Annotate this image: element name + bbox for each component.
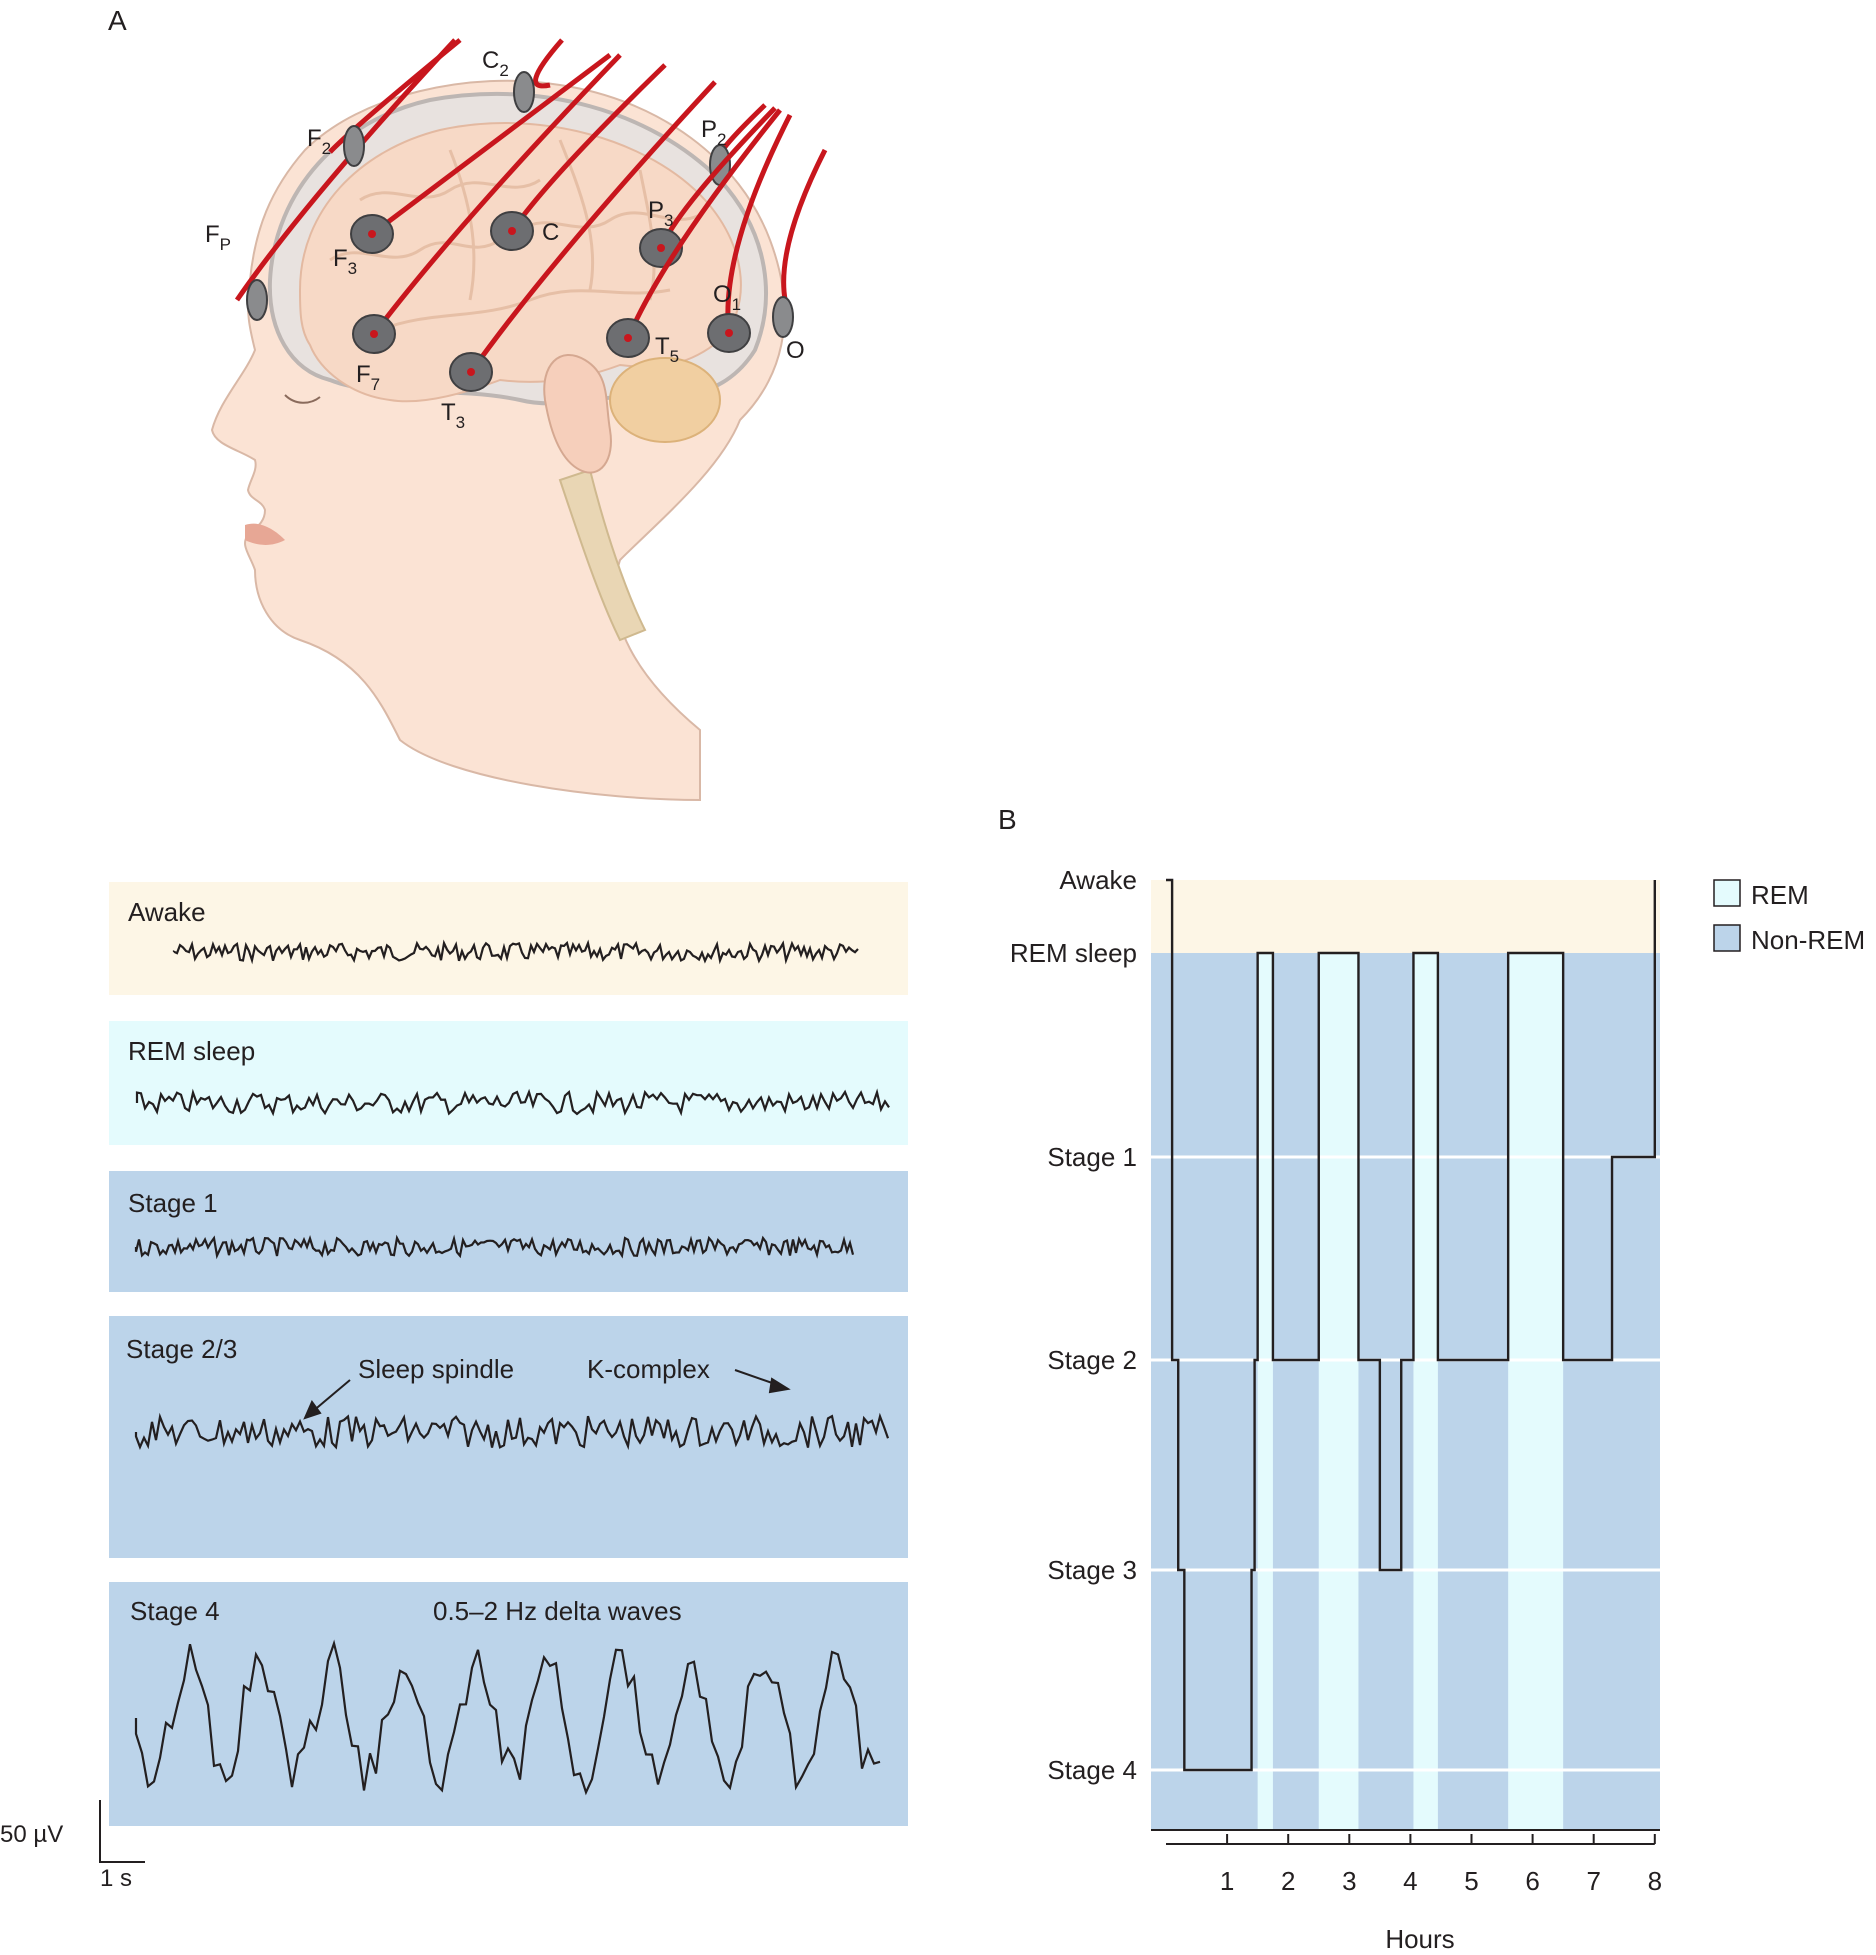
waveform-stage1 bbox=[134, 1234, 855, 1260]
x-tick-label: 7 bbox=[1586, 1866, 1600, 1896]
electrode-f7-contact bbox=[370, 330, 378, 338]
electrode-label-c2: C2 bbox=[482, 47, 509, 80]
electrode-f2 bbox=[343, 125, 365, 167]
x-tick-label: 3 bbox=[1342, 1866, 1356, 1896]
panel-b-label: B bbox=[998, 804, 1017, 835]
y-tick-label: Stage 3 bbox=[1047, 1555, 1137, 1585]
legend-swatch-non-rem bbox=[1713, 924, 1741, 952]
scale-bar-amplitude: 50 µV bbox=[0, 1821, 63, 1848]
y-tick-label: Stage 4 bbox=[1047, 1755, 1137, 1785]
electrode-wire-f7 bbox=[372, 53, 622, 336]
annotation-k-complex: K-complex bbox=[587, 1354, 710, 1384]
electrode-label-f3: F3 bbox=[333, 245, 357, 278]
hypnogram-legend: REM Non-REM bbox=[1713, 879, 1865, 955]
rem-period bbox=[1508, 953, 1564, 1830]
electrode-label-c: C bbox=[542, 219, 559, 246]
scale-bar-lines bbox=[99, 1800, 145, 1863]
scale-bar-time: 1 s bbox=[100, 1865, 132, 1892]
legend-label-non-rem: Non-REM bbox=[1751, 925, 1865, 955]
eeg-waveforms bbox=[134, 939, 890, 1796]
electrode-label-t5: T5 bbox=[655, 333, 679, 366]
waveform-stage4 bbox=[134, 1639, 881, 1796]
electrode-o bbox=[772, 296, 794, 338]
closed-eye bbox=[284, 394, 321, 404]
rem-period bbox=[1413, 953, 1438, 1830]
x-tick-label: 5 bbox=[1464, 1866, 1478, 1896]
x-axis-title: Hours bbox=[1385, 1924, 1454, 1954]
electrode-labels: FP F2 C2 P2 F3 C P3 O1 O F7 T3 T5 bbox=[205, 47, 805, 432]
electrodes bbox=[234, 38, 828, 392]
electrode-t5-contact bbox=[624, 334, 632, 342]
electrode-label-p3: P3 bbox=[648, 197, 673, 230]
x-tick-label: 8 bbox=[1648, 1866, 1662, 1896]
electrode-wire-t3 bbox=[468, 80, 717, 374]
trace-label-stage4: Stage 4 bbox=[130, 1596, 220, 1626]
lips bbox=[245, 523, 285, 545]
legend-swatch-rem bbox=[1713, 879, 1741, 907]
eeg-trace-labels: Awake REM sleep Stage 1 Stage 2/3 Stage … bbox=[126, 897, 710, 1626]
electrode-label-t3: T3 bbox=[441, 399, 465, 432]
annotation-arrows bbox=[303, 1369, 791, 1420]
spinal-cord bbox=[558, 468, 647, 642]
arrow-sleep-spindle bbox=[311, 1379, 351, 1413]
arrowhead-k-complex bbox=[768, 1377, 791, 1394]
trace-box-rem bbox=[109, 1021, 908, 1145]
y-tick-label: Awake bbox=[1059, 865, 1137, 895]
electrode-t3-contact bbox=[467, 368, 475, 376]
brain-folds bbox=[329, 139, 701, 332]
arrowhead-sleep-spindle bbox=[303, 1400, 322, 1420]
trace-box-awake bbox=[109, 882, 908, 995]
trace-label-awake: Awake bbox=[128, 897, 206, 927]
hypnogram-chart: Awake REM sleep Stage 1 Stage 2 Stage 3 Stage… bbox=[1010, 865, 1662, 1896]
trace-label-stage1: Stage 1 bbox=[128, 1188, 218, 1218]
rem-period bbox=[1257, 953, 1273, 1830]
electrode-fp bbox=[246, 279, 268, 321]
hypnogram-line bbox=[1166, 878, 1656, 1772]
waveform-awake bbox=[172, 939, 859, 965]
electrode-wire-f3 bbox=[370, 53, 612, 236]
electrode-wire-c2 bbox=[533, 38, 564, 89]
annotation-delta-waves: 0.5–2 Hz delta waves bbox=[433, 1596, 682, 1626]
electrode-f3-contact bbox=[368, 230, 376, 238]
ear bbox=[543, 354, 612, 474]
electrode-label-f2: F2 bbox=[307, 125, 331, 158]
rem-period bbox=[1318, 953, 1359, 1830]
x-tick-label: 2 bbox=[1281, 1866, 1295, 1896]
y-tick-label: Stage 1 bbox=[1047, 1142, 1137, 1172]
electrode-label-fp: FP bbox=[205, 221, 231, 254]
scale-bar: 50 µV 1 s bbox=[0, 1800, 145, 1892]
legend-label-rem: REM bbox=[1751, 880, 1809, 910]
electrode-wire-f2 bbox=[328, 38, 462, 154]
electrode-wire-fp bbox=[234, 38, 457, 302]
electrode-c-contact bbox=[508, 227, 516, 235]
electrode-wire-o bbox=[781, 148, 828, 318]
electrode-o1-contact bbox=[725, 329, 733, 337]
electrode-c2 bbox=[513, 71, 535, 113]
y-tick-label: Stage 2 bbox=[1047, 1345, 1137, 1375]
x-tick-label: 1 bbox=[1220, 1866, 1234, 1896]
electrode-wire-t5 bbox=[625, 108, 782, 339]
x-tick-label: 4 bbox=[1403, 1866, 1417, 1896]
trace-label-rem: REM sleep bbox=[128, 1036, 255, 1066]
x-tick-label: 6 bbox=[1525, 1866, 1539, 1896]
cerebellum bbox=[609, 357, 721, 443]
awake-band bbox=[1151, 880, 1660, 953]
electrode-label-f7: F7 bbox=[356, 361, 380, 394]
electrode-label-p2: P2 bbox=[701, 116, 726, 149]
y-tick-label: REM sleep bbox=[1010, 938, 1137, 968]
waveform-rem bbox=[135, 1088, 890, 1117]
panel-a-label: A bbox=[108, 5, 127, 36]
electrode-label-o: O bbox=[786, 337, 805, 364]
electrode-label-o1: O1 bbox=[713, 281, 741, 314]
annotation-sleep-spindle: Sleep spindle bbox=[358, 1354, 514, 1384]
electrode-p3-contact bbox=[657, 244, 665, 252]
trace-label-stage23: Stage 2/3 bbox=[126, 1334, 237, 1364]
non-rem-band bbox=[1151, 953, 1660, 1830]
trace-box-stage1 bbox=[109, 1171, 908, 1292]
electrode-wire-o1 bbox=[725, 113, 793, 334]
waveform-stage23 bbox=[134, 1412, 890, 1451]
